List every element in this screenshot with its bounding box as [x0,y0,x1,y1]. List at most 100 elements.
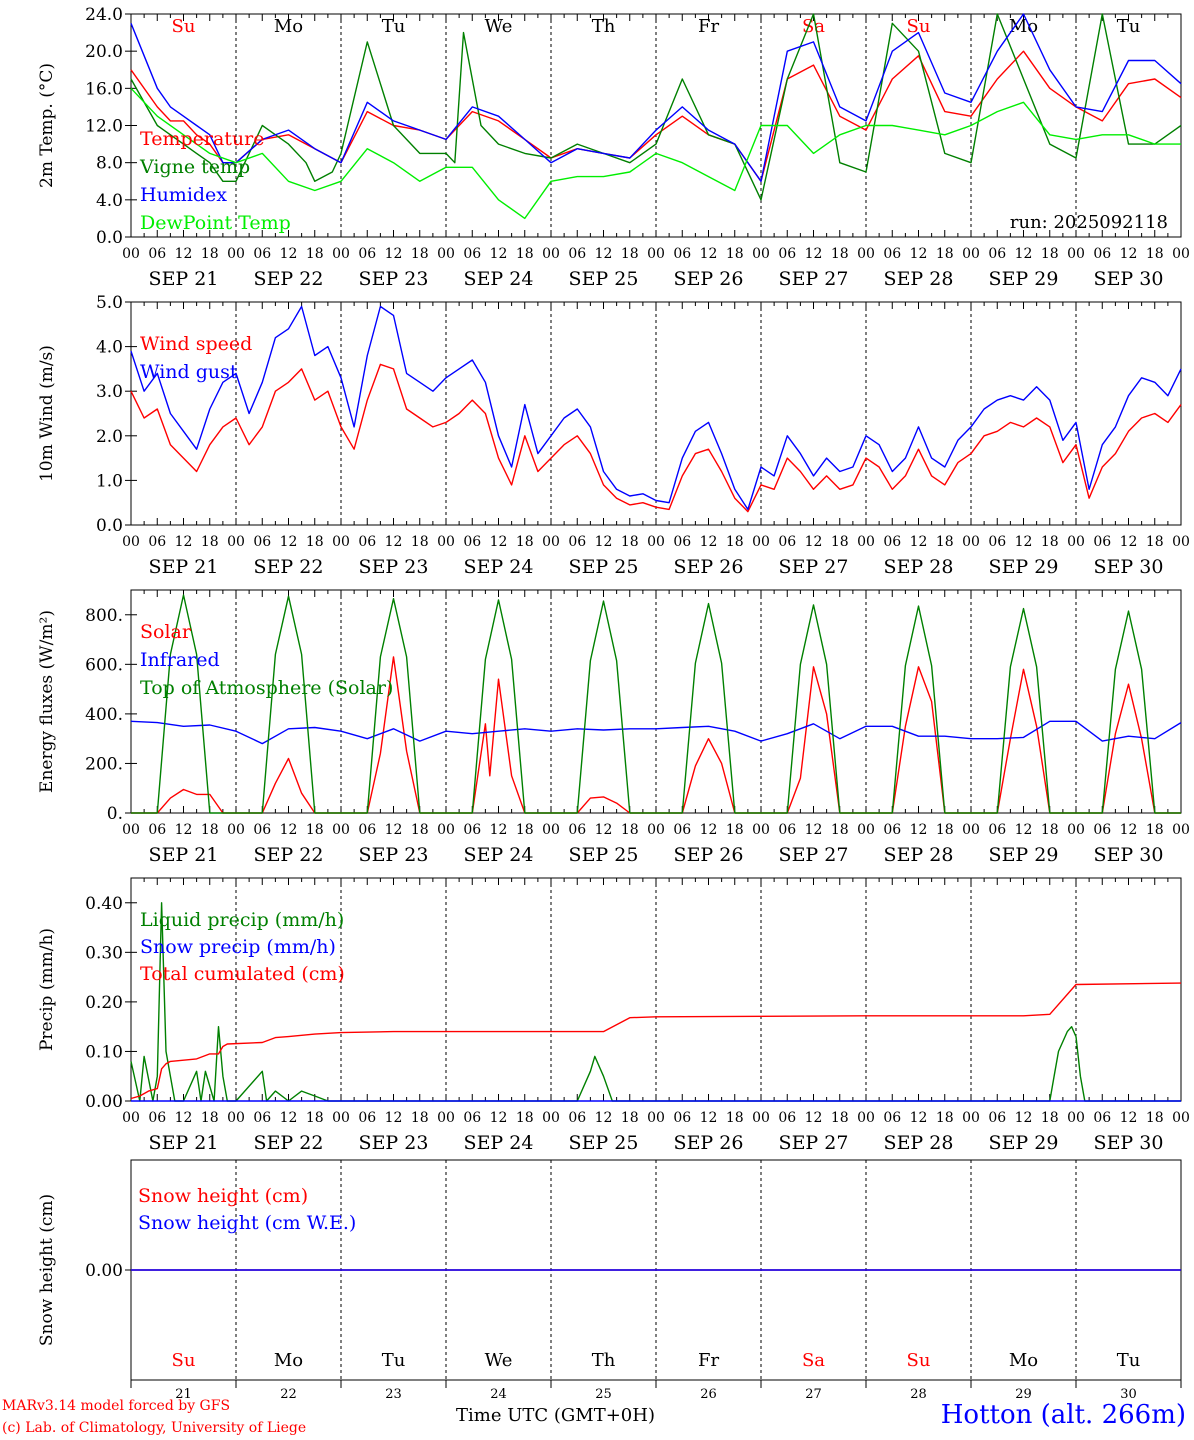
precip-hour-label: 06 [673,1110,691,1126]
wind-date-label: SEP 28 [884,556,954,578]
precip-date-label: SEP 29 [989,1132,1059,1154]
wind-hour-label: 06 [358,534,376,550]
energy-hour-label: 12 [280,822,298,838]
temp-hour-label: 00 [1172,246,1190,262]
wind-series-wind-speed [130,363,1182,513]
wind-date-label: SEP 24 [464,556,534,578]
energy-y-tick-label: 600. [85,655,123,675]
wind-hour-label: 12 [1120,534,1138,550]
temp-hour-label: 18 [306,246,324,262]
temp-hour-label: 06 [988,246,1006,262]
energy-hour-label: 18 [936,822,954,838]
energy-hour-label: 00 [857,822,875,838]
wind-hour-label: 06 [673,534,691,550]
energy-hour-label: 00 [227,822,245,838]
day-name-label: Fr [698,16,719,37]
wind-y-tick-label: 2.0 [96,427,123,447]
wind-hour-label: 12 [595,534,613,550]
energy-hour-label: 06 [1093,822,1111,838]
energy-hour-label: 00 [752,822,770,838]
precip-hour-label: 18 [411,1110,429,1126]
wind-date-label: SEP 29 [989,556,1059,578]
snow-y-axis-label: Snow height (cm) [37,1194,57,1346]
temp-hour-label: 00 [542,246,560,262]
wind-hour-label: 00 [1172,534,1190,550]
precip-hour-label: 00 [437,1110,455,1126]
wind-hour-label: 18 [1041,534,1059,550]
wind-hour-label: 00 [857,534,875,550]
precip-hour-label: 00 [1172,1110,1190,1126]
energy-hour-label: 18 [1041,822,1059,838]
bottom-day-number: 21 [175,1387,192,1402]
temp-legend-vigne-temp: Vigne temp [139,156,250,178]
temp-hour-label: 18 [201,246,219,262]
energy-y-tick-label: 0. [107,804,123,824]
run-annotation: run: 2025092118 [1010,212,1168,233]
temp-date-label: SEP 21 [149,268,219,290]
precip-hour-label: 00 [227,1110,245,1126]
precip-legend-liquid-precip-mm-h-: Liquid precip (mm/h) [140,909,344,931]
temp-hour-label: 12 [280,246,298,262]
wind-hour-label: 06 [253,534,271,550]
wind-hour-label: 12 [700,534,718,550]
precip-hour-label: 12 [280,1110,298,1126]
wind-hour-label: 18 [306,534,324,550]
precip-hour-label: 06 [253,1110,271,1126]
wind-hour-label: 06 [463,534,481,550]
energy-hour-label: 06 [358,822,376,838]
wind-date-label: SEP 25 [569,556,639,578]
precip-hour-label: 00 [122,1110,140,1126]
wind-hour-label: 00 [437,534,455,550]
bottom-day-name: Th [592,1350,616,1371]
energy-hour-label: 18 [306,822,324,838]
wind-hour-label: 00 [122,534,140,550]
precip-hour-label: 18 [1041,1110,1059,1126]
energy-hour-label: 00 [332,822,350,838]
wind-hour-label: 18 [936,534,954,550]
temp-date-label: SEP 28 [884,268,954,290]
wind-hour-label: 18 [516,534,534,550]
energy-legend-top-of-atmosphere-solar-: Top of Atmosphere (Solar) [140,677,393,699]
temp-hour-label: 00 [1067,246,1085,262]
energy-date-label: SEP 23 [359,844,429,866]
precip-date-label: SEP 23 [359,1132,429,1154]
precip-hour-label: 00 [752,1110,770,1126]
temp-hour-label: 12 [175,246,193,262]
temp-date-label: SEP 30 [1094,268,1164,290]
energy-hour-label: 06 [988,822,1006,838]
wind-hour-label: 12 [805,534,823,550]
bottom-day-number: 26 [700,1387,717,1402]
temp-hour-label: 00 [647,246,665,262]
wind-hour-label: 00 [542,534,560,550]
wind-hour-label: 18 [1146,534,1164,550]
wind-date-label: SEP 23 [359,556,429,578]
precip-date-label: SEP 28 [884,1132,954,1154]
bottom-day-number: 27 [805,1387,822,1402]
energy-hour-label: 06 [778,822,796,838]
energy-date-label: SEP 28 [884,844,954,866]
temp-frame [130,13,1182,238]
precip-hour-label: 06 [463,1110,481,1126]
bottom-day-name: We [485,1350,513,1371]
temp-hour-label: 18 [831,246,849,262]
energy-hour-label: 00 [542,822,560,838]
wind-hour-label: 00 [647,534,665,550]
temp-date-label: SEP 22 [254,268,324,290]
energy-series-top-of-atmosphere-solar- [131,594,1181,814]
precip-hour-label: 12 [1015,1110,1033,1126]
precip-hour-label: 00 [857,1110,875,1126]
precip-hour-label: 06 [1093,1110,1111,1126]
model-credit: MARv3.14 model forced by GFS [2,1398,231,1414]
wind-hour-label: 12 [1015,534,1033,550]
precip-hour-label: 12 [175,1110,193,1126]
wind-hour-label: 12 [175,534,193,550]
energy-hour-label: 00 [962,822,980,838]
energy-hour-label: 06 [883,822,901,838]
precip-hour-label: 12 [490,1110,508,1126]
precip-hour-label: 06 [568,1110,586,1126]
temp-date-label: SEP 29 [989,268,1059,290]
temp-hour-label: 06 [883,246,901,262]
precip-y-axis-label: Precip (mm/h) [37,928,57,1051]
energy-hour-label: 06 [463,822,481,838]
wind-hour-label: 12 [490,534,508,550]
